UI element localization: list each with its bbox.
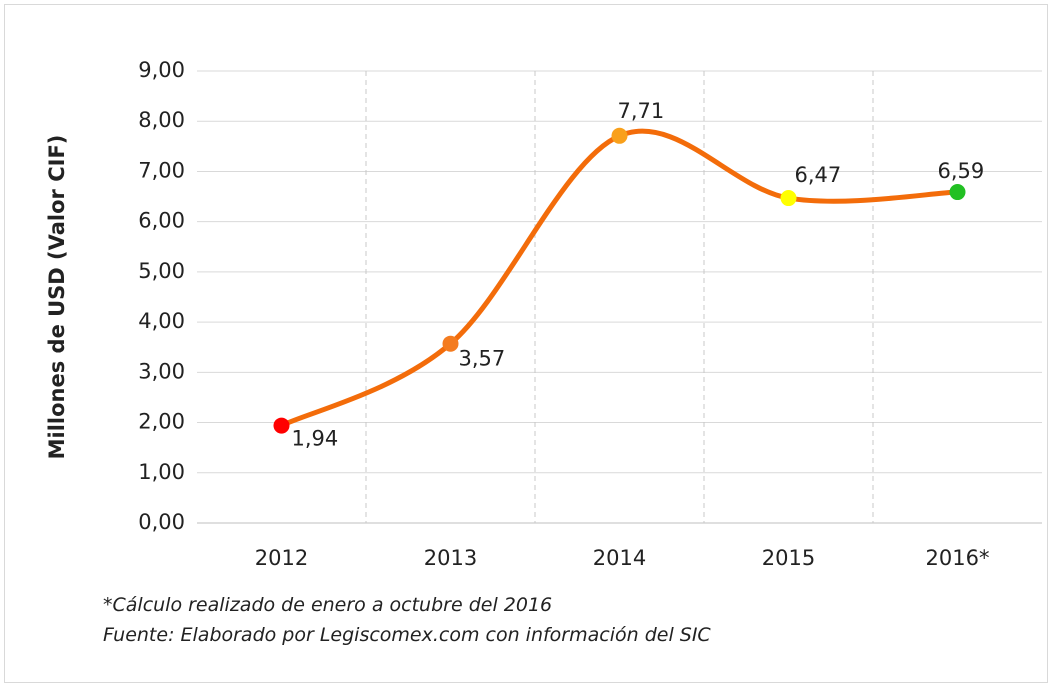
point [273,417,290,434]
x-tick-label: 2016* [926,546,990,570]
x-tick-label: 2013 [424,546,477,570]
y-tick-label: 0,00 [138,510,185,534]
data-label: 1,94 [292,427,339,451]
footnote: Fuente: Elaborado por Legiscomex.com con… [103,624,711,646]
y-tick-label: 4,00 [138,309,185,333]
data-label: 6,47 [795,163,842,187]
y-tick-label: 6,00 [138,209,185,233]
y-tick-label: 3,00 [138,359,185,383]
point [442,335,459,352]
y-tick-label: 5,00 [138,259,185,283]
y-axis-label: Millones de USD (Valor CIF) [45,135,69,460]
footnote: *Cálculo realizado de enero a octubre de… [103,594,552,616]
x-tick-label: 2015 [762,546,815,570]
y-tick-label: 9,00 [138,58,185,82]
data-label: 7,71 [618,99,665,123]
data-label: 6,59 [938,159,985,183]
y-tick-label: 2,00 [138,410,185,434]
point [780,190,797,207]
chart-border [4,4,1048,683]
point [611,127,628,144]
y-tick-label: 1,00 [138,460,185,484]
x-tick-label: 2012 [255,546,308,570]
y-tick-label: 7,00 [138,158,185,182]
x-tick-label: 2014 [593,546,646,570]
point [949,184,966,201]
y-tick-label: 8,00 [138,108,185,132]
data-label: 3,57 [459,347,506,371]
